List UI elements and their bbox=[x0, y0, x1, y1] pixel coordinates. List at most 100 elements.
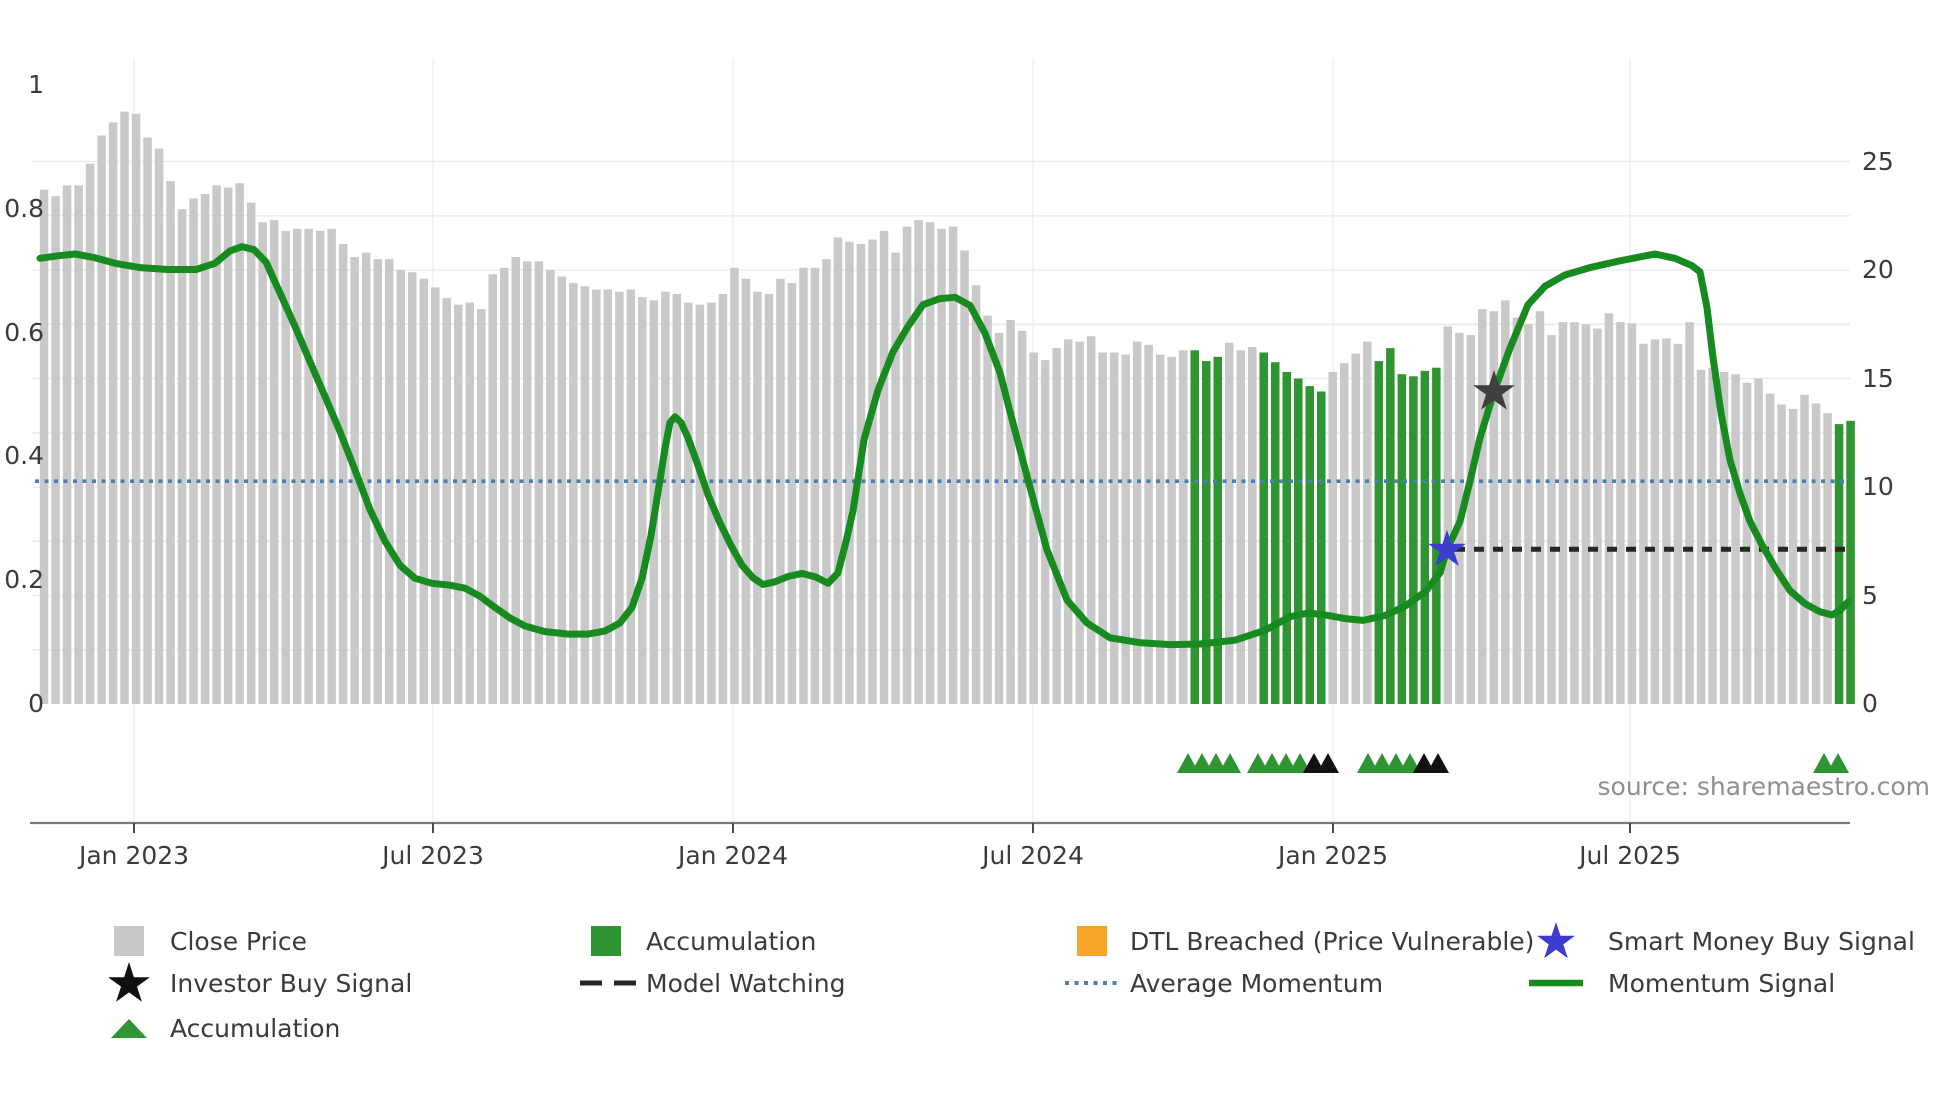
legend-item-smart-money-buy-signal: Smart Money Buy Signal bbox=[1528, 922, 1915, 959]
accumulation-bar bbox=[1386, 348, 1395, 704]
close-price-bar bbox=[350, 257, 359, 704]
close-price-bar bbox=[1075, 341, 1084, 704]
left-axis-label: 0.4 bbox=[4, 441, 44, 471]
close-price-swatch-icon bbox=[114, 926, 144, 956]
close-price-bar bbox=[166, 181, 175, 704]
close-price-bar bbox=[1570, 322, 1579, 704]
close-price-bar bbox=[868, 239, 877, 704]
close-price-bar bbox=[338, 244, 348, 704]
close-price-bar bbox=[1547, 335, 1556, 704]
close-price-bar bbox=[1236, 350, 1245, 704]
accumulation-bar bbox=[1282, 372, 1291, 704]
close-price-bar bbox=[292, 228, 302, 705]
close-price-bar bbox=[1328, 372, 1337, 704]
close-price-bar bbox=[511, 257, 520, 704]
close-price-bar bbox=[1029, 352, 1038, 704]
close-price-bar bbox=[1662, 338, 1671, 704]
model-watching-triangle-marker bbox=[1303, 753, 1325, 773]
close-price-bar bbox=[269, 220, 279, 704]
legend-item-accumulation-bar: Accumulation bbox=[578, 924, 816, 958]
close-price-bar bbox=[1581, 324, 1591, 705]
legend-label: Accumulation bbox=[170, 1013, 341, 1043]
close-price-bar bbox=[189, 198, 198, 704]
close-price-bar bbox=[1593, 328, 1602, 704]
accumulation-bar bbox=[1190, 350, 1199, 704]
x-axis-label: Jan 2024 bbox=[677, 841, 789, 870]
model-watching-dash-icon bbox=[580, 980, 636, 986]
close-price-bar bbox=[1811, 403, 1821, 704]
accumulation-bar bbox=[1294, 378, 1303, 704]
close-price-bar bbox=[431, 287, 440, 704]
close-price-bar bbox=[120, 111, 129, 705]
close-price-bar bbox=[85, 163, 95, 704]
accumulation-bar bbox=[1271, 362, 1280, 704]
legend-item-dtl-breached: DTL Breached (Price Vulnerable) bbox=[1064, 924, 1534, 958]
left-axis-label: 1 bbox=[28, 70, 44, 99]
close-price-bar bbox=[1155, 354, 1165, 704]
close-price-bar bbox=[1109, 352, 1119, 704]
close-price-bar bbox=[638, 297, 647, 704]
close-price-bar bbox=[419, 278, 428, 704]
accumulation-bar bbox=[1432, 367, 1441, 704]
accumulation-triangle-marker bbox=[1261, 753, 1283, 773]
close-price-bar bbox=[983, 315, 992, 704]
close-price-bar bbox=[1363, 341, 1372, 704]
close-price-bar bbox=[1558, 322, 1568, 704]
close-price-bar bbox=[1489, 311, 1499, 704]
accumulation-bar bbox=[1213, 356, 1222, 704]
close-price-bar bbox=[131, 113, 141, 705]
accumulation-triangle-marker bbox=[1219, 753, 1241, 773]
close-price-bar bbox=[546, 270, 555, 704]
model-watching-triangle-marker bbox=[1413, 753, 1435, 773]
accumulation-triangle-marker bbox=[1399, 753, 1421, 773]
close-price-bar bbox=[281, 230, 290, 704]
close-price-bar bbox=[1639, 343, 1648, 704]
accumulation-bar-swatch-icon bbox=[591, 926, 621, 956]
close-price-bar bbox=[1063, 339, 1073, 704]
legend-item-accumulation-marker: Accumulation bbox=[101, 1011, 340, 1045]
accumulation-bar bbox=[1259, 352, 1268, 704]
accumulation-triangle-marker bbox=[1289, 753, 1311, 773]
close-price-bar bbox=[718, 293, 728, 704]
close-price-bar bbox=[465, 302, 474, 704]
close-price-bar bbox=[477, 309, 486, 704]
close-price-bar bbox=[937, 228, 946, 705]
model-watching-triangle-marker bbox=[1427, 753, 1449, 773]
close-price-bar bbox=[1696, 369, 1706, 704]
close-price-bar bbox=[971, 285, 981, 704]
close-price-bar bbox=[74, 185, 83, 704]
close-price-bar bbox=[580, 286, 590, 704]
legend-label: Model Watching bbox=[646, 968, 846, 998]
legend-item-investor-buy-signal: Investor Buy Signal bbox=[101, 962, 412, 1002]
close-price-bar bbox=[1719, 372, 1729, 704]
close-price-bar bbox=[1535, 311, 1545, 704]
close-price-bar bbox=[1604, 313, 1614, 704]
close-price-bar bbox=[1627, 323, 1637, 704]
close-price-bar bbox=[879, 230, 889, 704]
close-price-bar bbox=[154, 148, 164, 704]
close-price-bar bbox=[223, 187, 233, 704]
close-price-bar bbox=[810, 267, 820, 704]
close-price-bar bbox=[1777, 404, 1786, 704]
close-price-bar bbox=[361, 252, 371, 704]
accumulation-triangle-marker bbox=[1385, 753, 1407, 773]
close-price-bar bbox=[626, 289, 636, 704]
model-watching-triangle-marker bbox=[1317, 753, 1339, 773]
close-price-bar bbox=[1248, 347, 1257, 704]
close-price-bar bbox=[1765, 393, 1775, 704]
accumulation-bar bbox=[1374, 361, 1384, 704]
close-price-bar bbox=[1823, 413, 1832, 704]
close-price-bar bbox=[776, 278, 785, 704]
momentum-signal-line bbox=[36, 243, 1852, 649]
accumulation-triangle-icon bbox=[111, 1019, 147, 1038]
close-price-bar bbox=[454, 304, 463, 704]
smart-money-buy-star bbox=[1428, 529, 1466, 566]
close-price-bar bbox=[592, 289, 601, 704]
close-price-bar bbox=[51, 196, 60, 704]
close-price-bar bbox=[200, 194, 210, 704]
close-price-bar bbox=[845, 241, 854, 705]
accumulation-bar bbox=[1202, 361, 1211, 704]
close-price-bar bbox=[396, 270, 405, 704]
close-price-bar bbox=[258, 222, 267, 705]
close-price-bar bbox=[1616, 322, 1625, 704]
